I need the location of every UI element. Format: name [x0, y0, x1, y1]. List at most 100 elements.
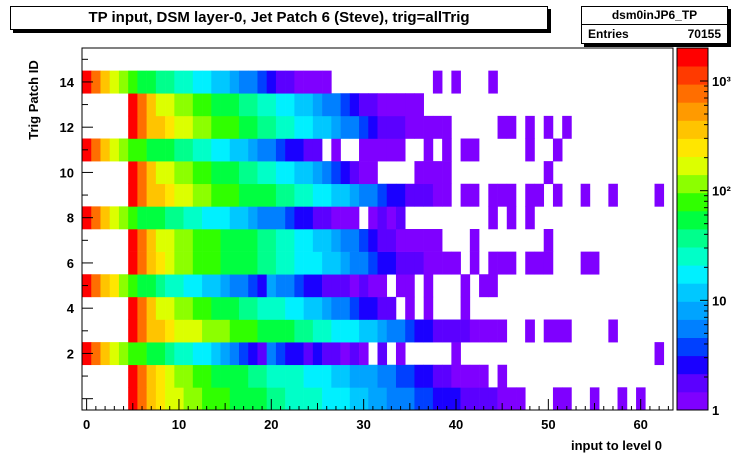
heatmap-cell — [285, 183, 295, 207]
heatmap-cell — [506, 183, 517, 207]
heatmap-cell — [257, 229, 267, 252]
heatmap-cell — [294, 296, 304, 320]
heatmap-cell — [359, 387, 369, 411]
heatmap-cell — [165, 387, 175, 411]
heatmap-cell — [349, 274, 360, 298]
heatmap-cell — [340, 251, 351, 275]
heatmap-cell — [405, 364, 415, 388]
heatmap-cell — [155, 229, 166, 252]
heatmap-cell — [238, 70, 249, 94]
heatmap-cell — [331, 93, 341, 117]
heatmap-cell — [488, 274, 498, 298]
heatmap-cell — [322, 161, 332, 185]
heatmap-cell — [340, 319, 351, 343]
heatmap-cell — [220, 161, 231, 185]
heatmap-cell — [312, 206, 323, 230]
heatmap-cell — [137, 206, 147, 230]
heatmap-cell — [340, 93, 351, 117]
heatmap-cell — [285, 138, 295, 162]
heatmap-cell — [118, 274, 129, 298]
heatmap-cell — [479, 274, 489, 298]
heatmap-cell — [340, 183, 351, 207]
heatmap-cell — [469, 319, 480, 343]
heatmap-cell — [312, 138, 323, 162]
x-tick-label: 60 — [633, 417, 647, 432]
heatmap-cell — [211, 229, 221, 252]
color-scale-segment — [677, 102, 708, 121]
heatmap-cell — [183, 342, 194, 366]
heatmap-cell — [303, 138, 314, 162]
heatmap-cell — [220, 274, 231, 298]
heatmap-cell — [368, 115, 378, 139]
heatmap-cell — [211, 183, 221, 207]
heatmap-cell — [100, 138, 111, 162]
heatmap-cell — [248, 319, 258, 343]
heatmap-cell — [386, 183, 397, 207]
heatmap-cell — [128, 115, 138, 139]
heatmap-cell — [395, 251, 406, 275]
x-tick-label: 10 — [172, 417, 186, 432]
heatmap-cell — [414, 115, 424, 139]
heatmap-cell — [331, 115, 341, 139]
heatmap-cell — [174, 206, 184, 230]
heatmap-cell — [359, 229, 369, 252]
heatmap-cell — [202, 229, 212, 252]
heatmap-cell — [174, 319, 184, 343]
heatmap-cell — [359, 342, 369, 366]
heatmap-cell — [322, 364, 332, 388]
color-scale-label: 1 — [712, 403, 719, 418]
heatmap-cell — [552, 387, 563, 411]
heatmap-cell — [331, 183, 341, 207]
heatmap-cell — [257, 274, 267, 298]
heatmap-cell — [257, 138, 267, 162]
heatmap-cell — [377, 115, 388, 139]
heatmap-cell — [211, 364, 221, 388]
heatmap-cell — [183, 206, 194, 230]
heatmap-cell — [331, 296, 341, 320]
heatmap-cell — [303, 161, 314, 185]
heatmap-cell — [340, 387, 351, 411]
heatmap-cell — [257, 206, 267, 230]
stats-box: dsm0inJP6_TP Entries 70155 — [581, 6, 728, 44]
heatmap-cell — [405, 115, 415, 139]
heatmap-cell — [266, 229, 277, 252]
heatmap-cell — [312, 319, 323, 343]
heatmap-cell — [137, 161, 147, 185]
heatmap-cell — [377, 319, 388, 343]
heatmap-cell — [118, 70, 129, 94]
heatmap-cell — [312, 251, 323, 275]
color-scale-segment — [677, 48, 708, 67]
heatmap-cell — [220, 70, 231, 94]
stats-entries-value: 70155 — [687, 27, 721, 41]
color-scale-segment — [677, 247, 708, 266]
heatmap-cell — [322, 296, 332, 320]
heatmap-cell — [488, 319, 498, 343]
heatmap-cell — [146, 93, 157, 117]
heatmap-cell — [312, 70, 323, 94]
heatmap-cell — [118, 138, 129, 162]
heatmap-cell — [165, 206, 175, 230]
color-scale-label: 10³ — [712, 74, 731, 89]
heatmap-cell — [285, 206, 295, 230]
heatmap-cell — [248, 138, 258, 162]
heatmap-cell — [562, 387, 572, 411]
heatmap-cell — [451, 387, 461, 411]
heatmap-cell — [155, 115, 166, 139]
heatmap-cell — [192, 274, 203, 298]
heatmap-cell — [275, 274, 286, 298]
heatmap-cell — [192, 342, 203, 366]
heatmap-cell — [294, 274, 304, 298]
heatmap-cell — [155, 319, 166, 343]
heatmap-cell — [349, 342, 360, 366]
heatmap-cell — [192, 364, 203, 388]
heatmap-cell — [395, 183, 406, 207]
heatmap-cell — [248, 206, 258, 230]
heatmap-cell — [202, 342, 212, 366]
heatmap-cell — [174, 70, 184, 94]
color-scale: 10 10² 10³ 1 — [676, 47, 731, 418]
heatmap-cell — [183, 319, 194, 343]
color-scale-segment — [677, 66, 708, 85]
heatmap-cell — [451, 70, 461, 94]
heatmap-cell — [275, 183, 286, 207]
heatmap-cell — [174, 251, 184, 275]
